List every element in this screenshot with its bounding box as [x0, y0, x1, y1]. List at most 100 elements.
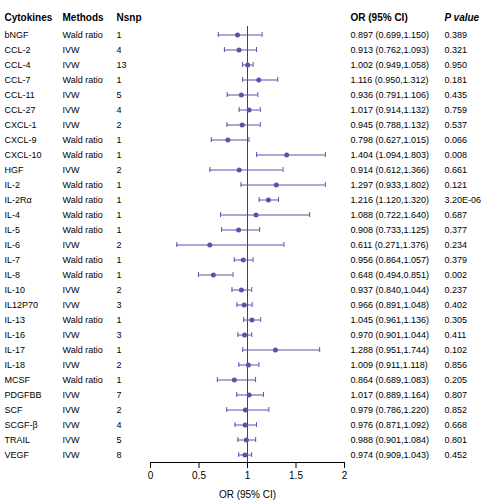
svg-text:0.908 (0.733,1.125): 0.908 (0.733,1.125) [351, 225, 430, 235]
svg-text:CCL-7: CCL-7 [5, 75, 31, 85]
svg-text:0.950: 0.950 [445, 60, 468, 70]
svg-text:7: 7 [117, 390, 122, 400]
svg-text:CXCL-9: CXCL-9 [5, 135, 37, 145]
svg-text:Wald ratio: Wald ratio [63, 75, 103, 85]
svg-text:Wald ratio: Wald ratio [63, 210, 103, 220]
svg-text:0: 0 [148, 470, 154, 481]
svg-text:0.661: 0.661 [445, 165, 468, 175]
svg-text:IVW: IVW [63, 240, 81, 250]
svg-text:4: 4 [117, 420, 122, 430]
svg-text:0.956 (0.864,1.057): 0.956 (0.864,1.057) [351, 255, 430, 265]
svg-text:SCF: SCF [5, 405, 24, 415]
svg-text:IVW: IVW [63, 105, 81, 115]
svg-text:IVW: IVW [63, 390, 81, 400]
svg-text:0.389: 0.389 [445, 30, 468, 40]
svg-text:1: 1 [117, 255, 122, 265]
svg-text:2: 2 [117, 405, 122, 415]
svg-text:0.864 (0.689,1.083): 0.864 (0.689,1.083) [351, 375, 430, 385]
svg-text:CCL-27: CCL-27 [5, 105, 36, 115]
svg-text:CXCL-1: CXCL-1 [5, 120, 37, 130]
svg-text:0.237: 0.237 [445, 285, 468, 295]
svg-text:PDGFBB: PDGFBB [5, 390, 42, 400]
svg-text:IVW: IVW [63, 360, 81, 370]
svg-text:IL-16: IL-16 [5, 330, 26, 340]
svg-text:0.945 (0.788,1.132): 0.945 (0.788,1.132) [351, 120, 430, 130]
svg-text:0.852: 0.852 [445, 405, 468, 415]
svg-text:1.216 (1.120,1.320): 1.216 (1.120,1.320) [351, 195, 430, 205]
svg-text:2: 2 [117, 120, 122, 130]
svg-text:1.288 (0.951,1.744): 1.288 (0.951,1.744) [351, 345, 430, 355]
svg-text:1.002 (0.949,1.058): 1.002 (0.949,1.058) [351, 60, 430, 70]
svg-text:IL-17: IL-17 [5, 345, 26, 355]
svg-text:0.687: 0.687 [445, 210, 468, 220]
svg-text:3: 3 [117, 330, 122, 340]
svg-text:0.914 (0.612,1.366): 0.914 (0.612,1.366) [351, 165, 430, 175]
svg-text:HGF: HGF [5, 165, 25, 175]
svg-text:1: 1 [117, 225, 122, 235]
svg-text:CCL-11: CCL-11 [5, 90, 35, 100]
svg-text:Cytokines: Cytokines [5, 12, 53, 23]
svg-text:OR (95% CI): OR (95% CI) [351, 12, 408, 23]
svg-text:0.377: 0.377 [445, 225, 468, 235]
svg-text:0.5: 0.5 [192, 470, 206, 481]
svg-text:IL-7: IL-7 [5, 255, 21, 265]
svg-text:1: 1 [117, 315, 122, 325]
svg-text:0.181: 0.181 [445, 75, 468, 85]
svg-text:Wald ratio: Wald ratio [63, 345, 103, 355]
svg-text:IL-13: IL-13 [5, 315, 26, 325]
svg-text:CCL-4: CCL-4 [5, 60, 31, 70]
svg-text:IVW: IVW [63, 90, 81, 100]
svg-text:IVW: IVW [63, 60, 81, 70]
svg-text:IL-10: IL-10 [5, 285, 26, 295]
svg-text:IVW: IVW [63, 420, 81, 430]
svg-text:CXCL-10: CXCL-10 [5, 150, 42, 160]
svg-text:0.913 (0.762,1.093): 0.913 (0.762,1.093) [351, 45, 430, 55]
svg-text:0.611 (0.271,1.376): 0.611 (0.271,1.376) [351, 240, 429, 250]
svg-text:4: 4 [117, 45, 122, 55]
svg-text:0.305: 0.305 [445, 315, 468, 325]
svg-text:0.435: 0.435 [445, 90, 468, 100]
svg-text:IL-18: IL-18 [5, 360, 26, 370]
svg-text:0.897 (0.699,1.150): 0.897 (0.699,1.150) [351, 30, 430, 40]
svg-text:MCSF: MCSF [5, 375, 31, 385]
svg-text:1.017 (0.914,1.132): 1.017 (0.914,1.132) [351, 105, 430, 115]
svg-text:OR (95% CI): OR (95% CI) [219, 489, 276, 500]
svg-text:0.066: 0.066 [445, 135, 468, 145]
svg-text:0.379: 0.379 [445, 255, 468, 265]
svg-text:Wald ratio: Wald ratio [63, 255, 103, 265]
svg-text:IL-2: IL-2 [5, 180, 21, 190]
svg-text:IVW: IVW [63, 165, 81, 175]
svg-text:0.121: 0.121 [445, 180, 468, 190]
svg-text:Wald ratio: Wald ratio [63, 375, 103, 385]
svg-text:2: 2 [117, 285, 122, 295]
svg-text:0.537: 0.537 [445, 120, 468, 130]
svg-text:IL12P70: IL12P70 [5, 300, 39, 310]
svg-text:2: 2 [117, 165, 122, 175]
svg-text:1: 1 [117, 135, 122, 145]
svg-text:1: 1 [117, 30, 122, 40]
svg-text:1: 1 [117, 75, 122, 85]
svg-text:1: 1 [117, 375, 122, 385]
svg-text:SCGF-β: SCGF-β [5, 420, 38, 430]
svg-text:IVW: IVW [63, 285, 81, 295]
svg-text:1.088 (0.722,1.640): 1.088 (0.722,1.640) [351, 210, 430, 220]
svg-text:0.856: 0.856 [445, 360, 468, 370]
svg-text:0.668: 0.668 [445, 420, 468, 430]
svg-text:0.966 (0.891,1.048): 0.966 (0.891,1.048) [351, 300, 430, 310]
svg-text:IL-5: IL-5 [5, 225, 21, 235]
svg-text:Nsnp: Nsnp [117, 12, 142, 23]
svg-text:1: 1 [117, 180, 122, 190]
svg-text:IVW: IVW [63, 45, 81, 55]
svg-text:0.234: 0.234 [445, 240, 468, 250]
svg-text:2: 2 [117, 360, 122, 370]
svg-text:5: 5 [117, 90, 122, 100]
svg-text:1.116 (0.950,1.312): 1.116 (0.950,1.312) [351, 75, 429, 85]
svg-text:1.404 (1.094,1.803): 1.404 (1.094,1.803) [351, 150, 430, 160]
svg-text:IVW: IVW [63, 300, 81, 310]
svg-text:IVW: IVW [63, 405, 81, 415]
svg-text:5: 5 [117, 435, 122, 445]
svg-text:0.988 (0.901,1.084): 0.988 (0.901,1.084) [351, 435, 430, 445]
svg-text:IVW: IVW [63, 330, 81, 340]
svg-text:Methods: Methods [63, 12, 105, 23]
svg-text:0.452: 0.452 [445, 450, 468, 460]
